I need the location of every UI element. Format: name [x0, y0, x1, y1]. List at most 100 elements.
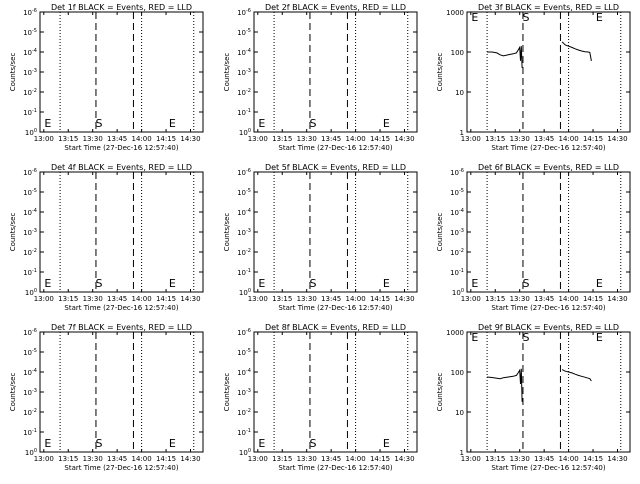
y-tick-label: 10-2: [237, 248, 251, 257]
panel-title: Det 5f BLACK = Events, RED = LLD: [265, 163, 406, 172]
marker-s: S: [309, 117, 316, 130]
y-tick-label: 10-2: [237, 408, 251, 417]
panel-title: Det 1f BLACK = Events, RED = LLD: [51, 3, 192, 12]
x-tick-label: 13:45: [534, 295, 554, 303]
y-axis-label: Counts/sec: [223, 53, 231, 92]
plot-frame: [39, 11, 204, 133]
x-tick-label: 13:15: [485, 295, 505, 303]
plot-frame: [466, 11, 631, 133]
y-axis-label: Counts/sec: [436, 53, 444, 92]
marker-s: S: [309, 277, 316, 290]
x-tick-label: 13:15: [272, 135, 292, 143]
marker-e: E: [471, 277, 478, 290]
y-tick-label: 10-2: [23, 248, 37, 257]
y-tick-label: 10-3: [237, 68, 251, 77]
y-tick-label: 10-6: [23, 8, 37, 17]
x-tick-label: 14:00: [132, 135, 152, 143]
y-tick-label: 10-3: [450, 228, 464, 237]
x-axis-label: Start Time (27-Dec-16 12:57:40): [278, 144, 392, 152]
x-tick-label: 14:15: [370, 455, 390, 463]
y-tick-label: 10-4: [23, 368, 37, 377]
panel-title: Det 9f BLACK = Events, RED = LLD: [478, 323, 619, 332]
marker-e: E: [258, 437, 265, 450]
y-tick-label: 10-6: [237, 8, 251, 17]
x-tick-label: 14:30: [180, 295, 200, 303]
x-tick-label: 14:30: [394, 295, 414, 303]
x-tick-label: 13:00: [461, 295, 481, 303]
y-tick-label: 10-1: [23, 108, 37, 117]
x-tick-label: 14:00: [559, 455, 579, 463]
x-tick-label: 14:30: [607, 295, 627, 303]
panel-title: Det 8f BLACK = Events, RED = LLD: [265, 323, 406, 332]
y-tick-label: 10-6: [23, 168, 37, 177]
x-tick-label: 14:30: [607, 135, 627, 143]
panel-title: Det 6f BLACK = Events, RED = LLD: [478, 163, 619, 172]
marker-e: E: [169, 437, 176, 450]
y-tick-label: 10-6: [237, 328, 251, 337]
y-tick-label: 10-1: [237, 428, 251, 437]
y-tick-label: 10-3: [23, 388, 37, 397]
x-tick-label: 14:00: [559, 135, 579, 143]
x-tick-label: 13:15: [272, 455, 292, 463]
y-tick-label: 100: [451, 369, 464, 377]
plot-frame: [39, 171, 204, 293]
x-tick-label: 14:15: [156, 295, 176, 303]
y-tick-label: 100: [25, 448, 37, 457]
detector-panel-9: Det 9f BLACK = Events, RED = LLD 13:00 13:…: [436, 323, 631, 472]
x-tick-label: 14:30: [394, 135, 414, 143]
detector-panel-5: Det 5f BLACK = Events, RED = LLD 13:00 13:…: [223, 163, 418, 312]
y-tick-label: 10-1: [237, 268, 251, 277]
x-tick-label: 13:15: [58, 295, 78, 303]
x-tick-label: 13:30: [510, 135, 530, 143]
marker-s: S: [522, 277, 529, 290]
marker-e: E: [596, 331, 603, 344]
x-tick-label: 13:30: [83, 455, 103, 463]
x-axis-label: Start Time (27-Dec-16 12:57:40): [491, 464, 605, 472]
x-tick-label: 14:15: [583, 135, 603, 143]
y-tick-label: 10-1: [237, 108, 251, 117]
x-tick-label: 13:30: [297, 295, 317, 303]
y-axis-label: Counts/sec: [223, 213, 231, 252]
event-series-line: [561, 41, 592, 61]
y-axis-label: Counts/sec: [436, 213, 444, 252]
x-tick-label: 13:30: [510, 295, 530, 303]
x-tick-label: 13:30: [83, 135, 103, 143]
x-tick-label: 13:15: [485, 135, 505, 143]
x-tick-label: 13:45: [107, 135, 127, 143]
x-tick-label: 14:15: [583, 295, 603, 303]
y-tick-label: 1000: [446, 9, 464, 17]
x-tick-label: 14:30: [394, 455, 414, 463]
x-tick-label: 13:00: [34, 135, 54, 143]
y-tick-label: 10: [455, 89, 464, 97]
y-tick-label: 100: [239, 448, 251, 457]
x-tick-label: 14:15: [583, 455, 603, 463]
x-tick-label: 13:15: [272, 295, 292, 303]
x-tick-label: 14:15: [156, 455, 176, 463]
y-tick-label: 1: [460, 449, 464, 457]
x-tick-label: 14:15: [370, 295, 390, 303]
marker-e: E: [383, 437, 390, 450]
y-tick-label: 10-1: [450, 268, 464, 277]
y-tick-label: 10-3: [23, 68, 37, 77]
x-axis-label: Start Time (27-Dec-16 12:57:40): [64, 144, 178, 152]
plot-frame: [39, 331, 204, 453]
x-axis-label: Start Time (27-Dec-16 12:57:40): [64, 304, 178, 312]
x-tick-label: 14:30: [180, 135, 200, 143]
y-tick-label: 10-5: [237, 348, 251, 357]
y-tick-label: 10-4: [237, 208, 251, 217]
y-tick-label: 100: [25, 288, 37, 297]
marker-s: S: [95, 117, 102, 130]
y-tick-label: 10-6: [23, 328, 37, 337]
y-tick-label: 10-5: [23, 348, 37, 357]
x-axis-label: Start Time (27-Dec-16 12:57:40): [491, 304, 605, 312]
y-tick-label: 10-3: [237, 388, 251, 397]
y-tick-label: 10-1: [23, 268, 37, 277]
detector-panel-6: Det 6f BLACK = Events, RED = LLD 13:00 13:…: [436, 163, 631, 312]
x-tick-label: 14:00: [346, 295, 366, 303]
marker-e: E: [44, 437, 51, 450]
y-tick-label: 10-5: [23, 188, 37, 197]
y-tick-label: 10-4: [23, 48, 37, 57]
marker-e: E: [44, 117, 51, 130]
event-series-line: [561, 369, 592, 382]
marker-s: S: [309, 437, 316, 450]
